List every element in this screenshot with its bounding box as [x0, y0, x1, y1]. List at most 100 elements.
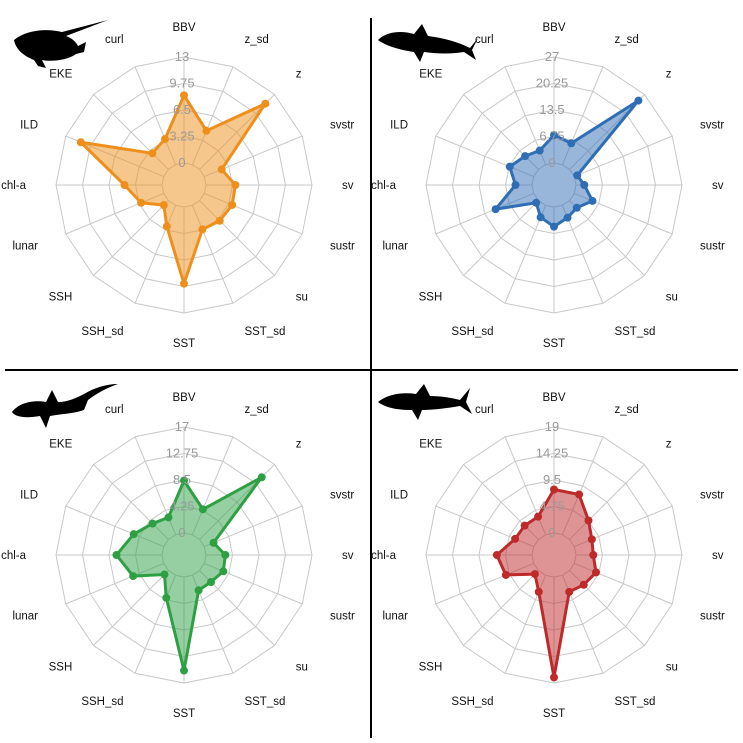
tick-label: 9.75: [169, 76, 194, 91]
data-point-SSH: [159, 201, 168, 210]
data-point-z_sd: [198, 505, 207, 514]
data-point-BBV: [550, 485, 558, 494]
axis-label-SST: SST: [173, 708, 195, 720]
swordfish-silhouette-icon: [14, 20, 108, 68]
axis-label-EKE: EKE: [419, 68, 442, 80]
data-point-svstr: [217, 165, 226, 174]
axis-label-lunar: lunar: [12, 240, 38, 252]
axis-label-sv: sv: [712, 180, 724, 192]
axis-label-BBV: BBV: [172, 392, 195, 404]
data-point-curl: [535, 146, 544, 155]
grid-spoke: [574, 135, 673, 178]
thresher-shark-silhouette-icon: [12, 384, 118, 428]
axis-label-SSH: SSH: [419, 662, 443, 674]
data-point-SSH_sd: [162, 593, 171, 602]
tick-label: 6.75: [539, 129, 564, 144]
axis-label-SST: SST: [173, 338, 195, 350]
data-point-SST_sd: [198, 225, 207, 234]
data-point-SST: [550, 222, 558, 231]
radar-panels: 03.256.59.7513BBVz_sdzsvstrsvsustrsuSST_…: [1, 22, 725, 720]
data-point-chl-a: [492, 551, 501, 559]
axis-label-curl: curl: [475, 34, 494, 46]
axis-label-SST_sd: SST_sd: [614, 696, 655, 708]
data-point-ILD: [76, 138, 85, 147]
data-point-lunar: [491, 205, 500, 214]
data-point-SSH: [160, 570, 169, 579]
data-point-sustr: [591, 568, 600, 577]
data-point-lunar: [129, 572, 138, 581]
data-point-SST_sd: [194, 586, 203, 595]
tick-label: 6.5: [173, 102, 191, 117]
grid-spoke: [93, 200, 169, 276]
axis-label-ILD: ILD: [390, 120, 408, 132]
data-point-lunar: [501, 570, 510, 579]
series-area: [494, 99, 640, 229]
data-point-sv: [589, 551, 598, 559]
data-point-su: [215, 216, 224, 225]
blue-shark-silhouette-icon: [378, 24, 478, 62]
axis-label-chl-a: chl-a: [1, 550, 27, 562]
data-point-sustr: [588, 196, 597, 205]
axis-label-z: z: [296, 438, 302, 450]
tick-label: 13.5: [539, 102, 564, 117]
series-area: [79, 93, 267, 286]
radar-panel-bottom-left: 0 4.25 8.5 12.75 17 BBV z_sdz svstr sv sustr su SST…: [1, 392, 355, 720]
data-point-sv: [221, 551, 230, 559]
tick-label: 0: [548, 525, 555, 540]
tick-label: 4.75: [539, 499, 564, 514]
data-point-sustr: [219, 567, 228, 576]
axis-label-svstr: svstr: [330, 490, 354, 502]
tick-label: 19: [545, 419, 559, 434]
axis-label-chl-a: chl-a: [371, 180, 397, 192]
data-point-curl: [534, 512, 543, 521]
axis-label-SST_sd: SST_sd: [244, 326, 285, 338]
axis-label-z_sd: z_sd: [244, 404, 268, 416]
axis-label-SSH: SSH: [419, 292, 443, 304]
data-point-SST_sd: [565, 587, 574, 596]
axis-label-SSH_sd: SSH_sd: [451, 696, 493, 708]
data-point-EKE: [520, 521, 529, 530]
data-point-su: [579, 580, 588, 589]
data-point-lunar: [137, 198, 146, 207]
data-point-ILD: [505, 162, 514, 171]
grid-spoke: [463, 200, 539, 276]
axis-label-svstr: svstr: [700, 490, 724, 502]
axis-label-svstr: svstr: [700, 120, 724, 132]
axis-label-SSH_sd: SSH_sd: [81, 696, 123, 708]
axis-label-svstr: svstr: [330, 120, 354, 132]
tick-label: 9.5: [543, 472, 561, 487]
tick-label: 0: [178, 155, 185, 170]
axis-label-SSH_sd: SSH_sd: [451, 326, 493, 338]
grid-spoke: [204, 505, 303, 548]
mako-shark-silhouette-icon: [378, 384, 472, 420]
data-point-curl: [160, 135, 169, 144]
data-point-SSH_sd: [162, 222, 171, 231]
data-point-z_sd: [575, 490, 584, 499]
axis-label-SSH: SSH: [49, 662, 73, 674]
data-point-svstr: [573, 171, 582, 180]
axis-label-lunar: lunar: [382, 240, 408, 252]
axis-label-sustr: sustr: [330, 240, 355, 252]
data-point-z_sd: [567, 139, 576, 148]
radar-panel-top-left: 0 3.25 6.5 9.75 13 BBV z_sdz svstr sv sustr su SST_…: [1, 22, 355, 350]
axis-label-sv: sv: [342, 550, 354, 562]
radar-panel-bottom-right: 0 4.75 9.5 14.25 19 BBV z_sdz svstr sv sustr su SST…: [371, 392, 725, 720]
radar-panel-top-right: 0 6.75 13.5 20.25 27 BBV z_sdz svstr sv sustr su SS…: [371, 22, 725, 350]
axis-label-z_sd: z_sd: [614, 34, 638, 46]
data-point-SSH_sd: [534, 587, 543, 596]
axis-label-chl-a: chl-a: [371, 550, 397, 562]
axis-label-SST_sd: SST_sd: [244, 696, 285, 708]
tick-label: 4.25: [169, 499, 194, 514]
data-point-chl-a: [120, 181, 129, 189]
data-point-SSH: [530, 570, 539, 579]
data-point-SST: [550, 673, 558, 682]
data-point-su: [572, 203, 581, 212]
axis-label-BBV: BBV: [542, 22, 565, 34]
grid-spoke: [561, 205, 604, 304]
axis-label-ILD: ILD: [20, 490, 38, 502]
tick-label: 27: [545, 49, 559, 64]
axis-label-sustr: sustr: [330, 610, 355, 622]
data-point-SSH: [532, 198, 541, 207]
data-point-EKE: [148, 519, 157, 528]
